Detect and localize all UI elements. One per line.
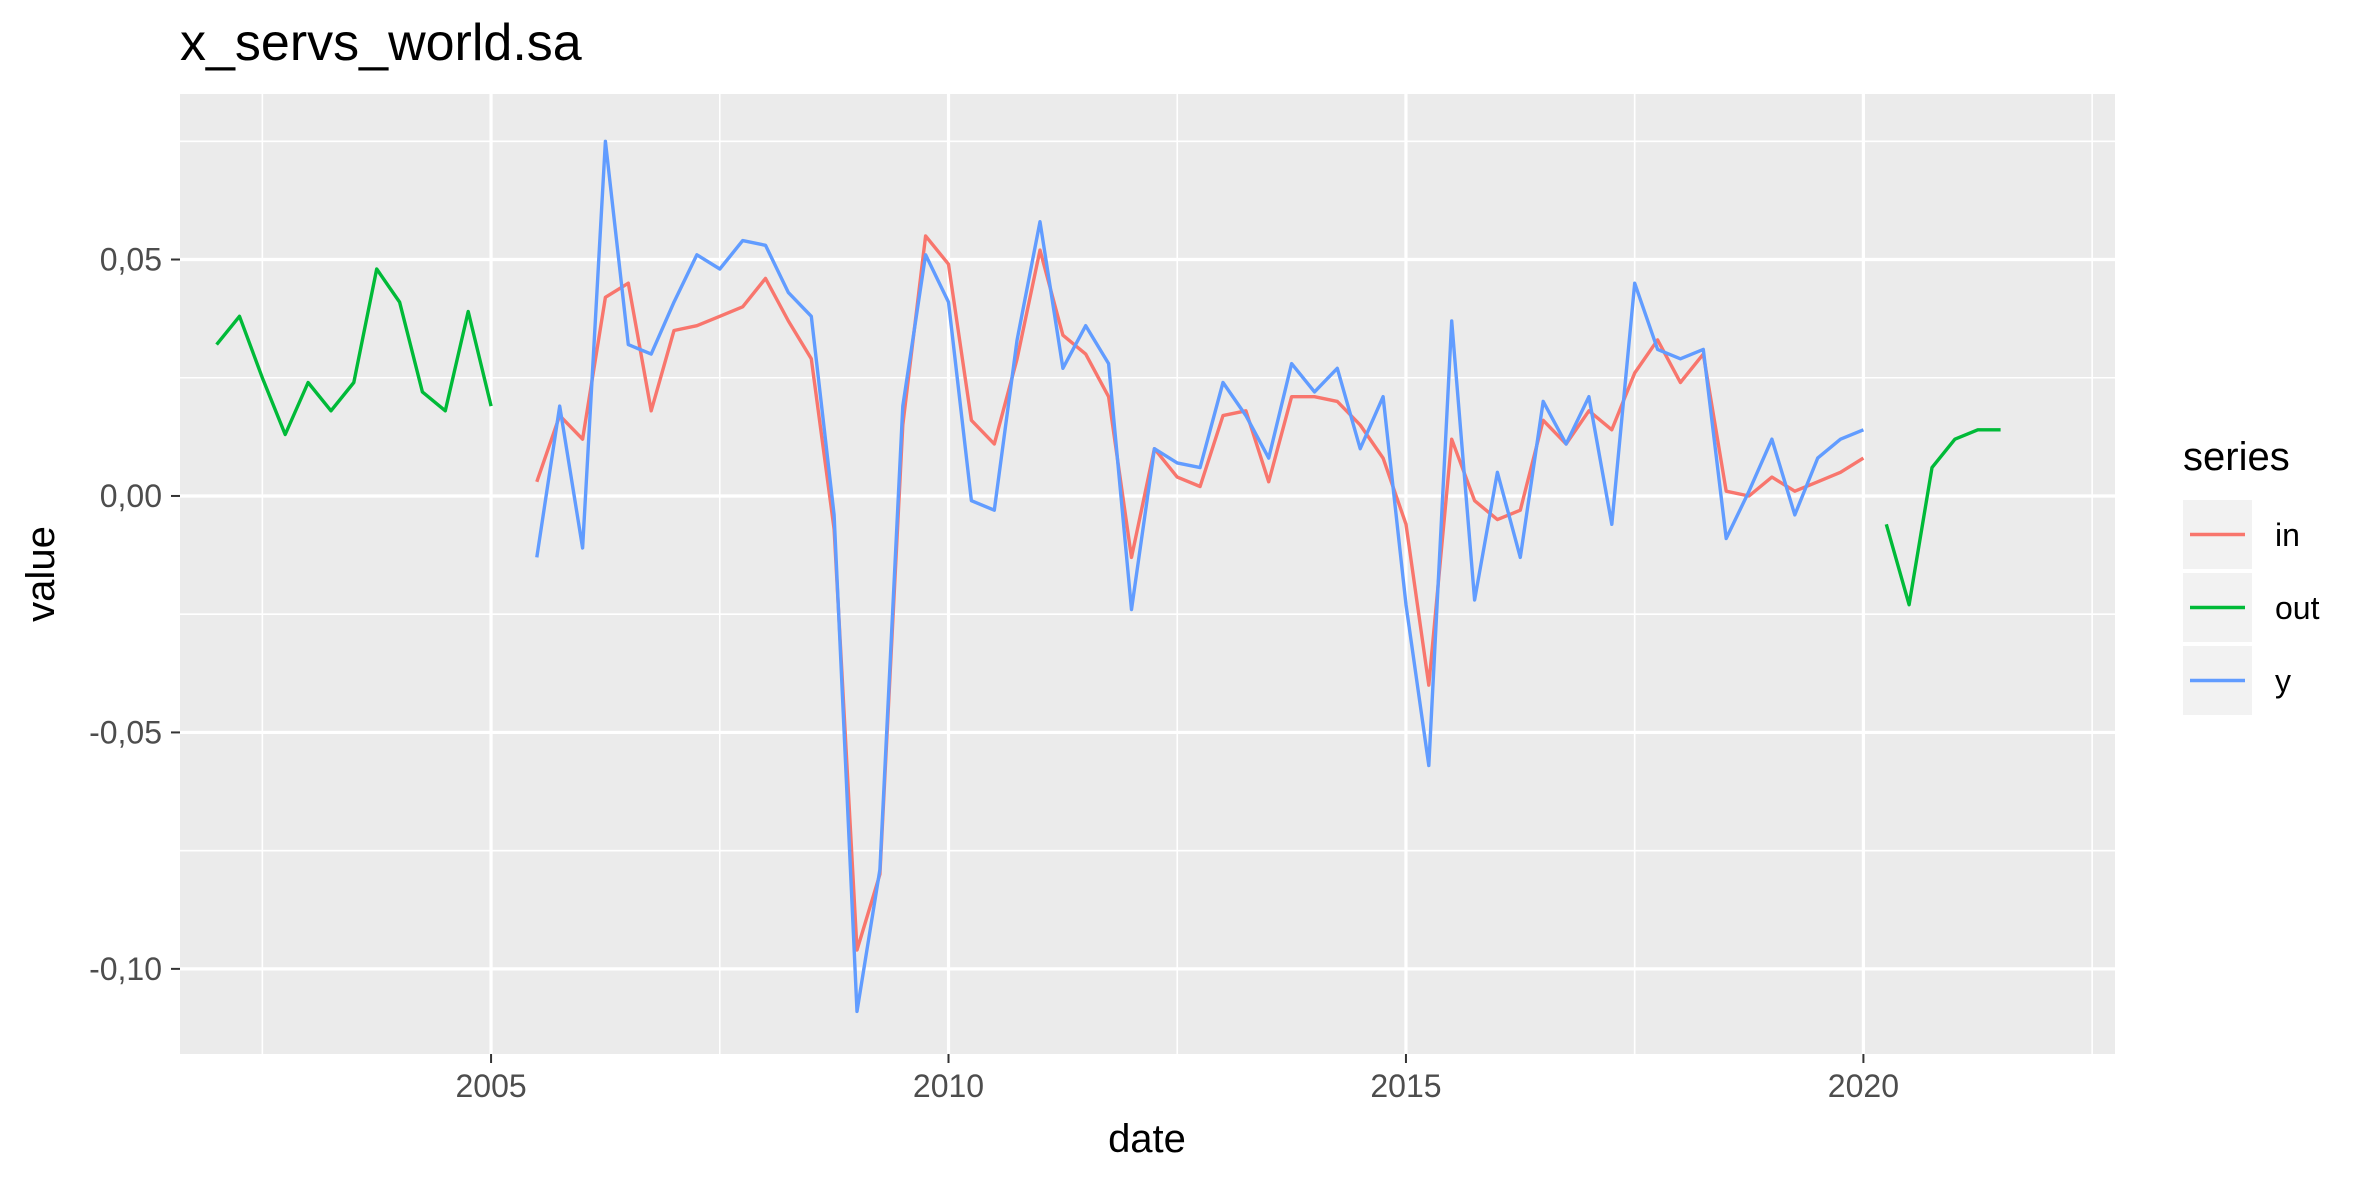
legend-title: series: [2183, 435, 2290, 479]
x-tick-label: 2010: [913, 1068, 984, 1104]
chart-title: x_servs_world.sa: [180, 14, 582, 72]
legend: series in out y: [2183, 435, 2320, 715]
series-lines: [215, 139, 2001, 1014]
plot-panel: [180, 94, 2115, 1054]
y-tick-label: -0,05: [89, 714, 162, 750]
legend-label-y: y: [2275, 663, 2291, 699]
series-line-out: [215, 267, 493, 437]
y-axis: 0,05 0,00 -0,05 -0,10: [89, 242, 180, 987]
minor-gridlines: [180, 94, 2115, 1054]
y-tick-label: 0,05: [100, 242, 162, 278]
legend-label-in: in: [2275, 517, 2300, 553]
y-axis-title: value: [19, 526, 63, 622]
x-tick-label: 2005: [455, 1068, 526, 1104]
legend-label-out: out: [2275, 590, 2320, 626]
y-tick-label: -0,10: [89, 951, 162, 987]
series-line-y: [535, 139, 1865, 1014]
series-line-in: [535, 234, 1865, 952]
x-tick-label: 2020: [1828, 1068, 1899, 1104]
x-axis-title: date: [1108, 1117, 1186, 1161]
x-axis: 2005 2010 2015 2020: [455, 1054, 1899, 1104]
y-tick-label: 0,00: [100, 478, 162, 514]
series-line-out: [1884, 428, 2001, 607]
major-gridlines: [180, 94, 2115, 1054]
x-tick-label: 2015: [1370, 1068, 1441, 1104]
